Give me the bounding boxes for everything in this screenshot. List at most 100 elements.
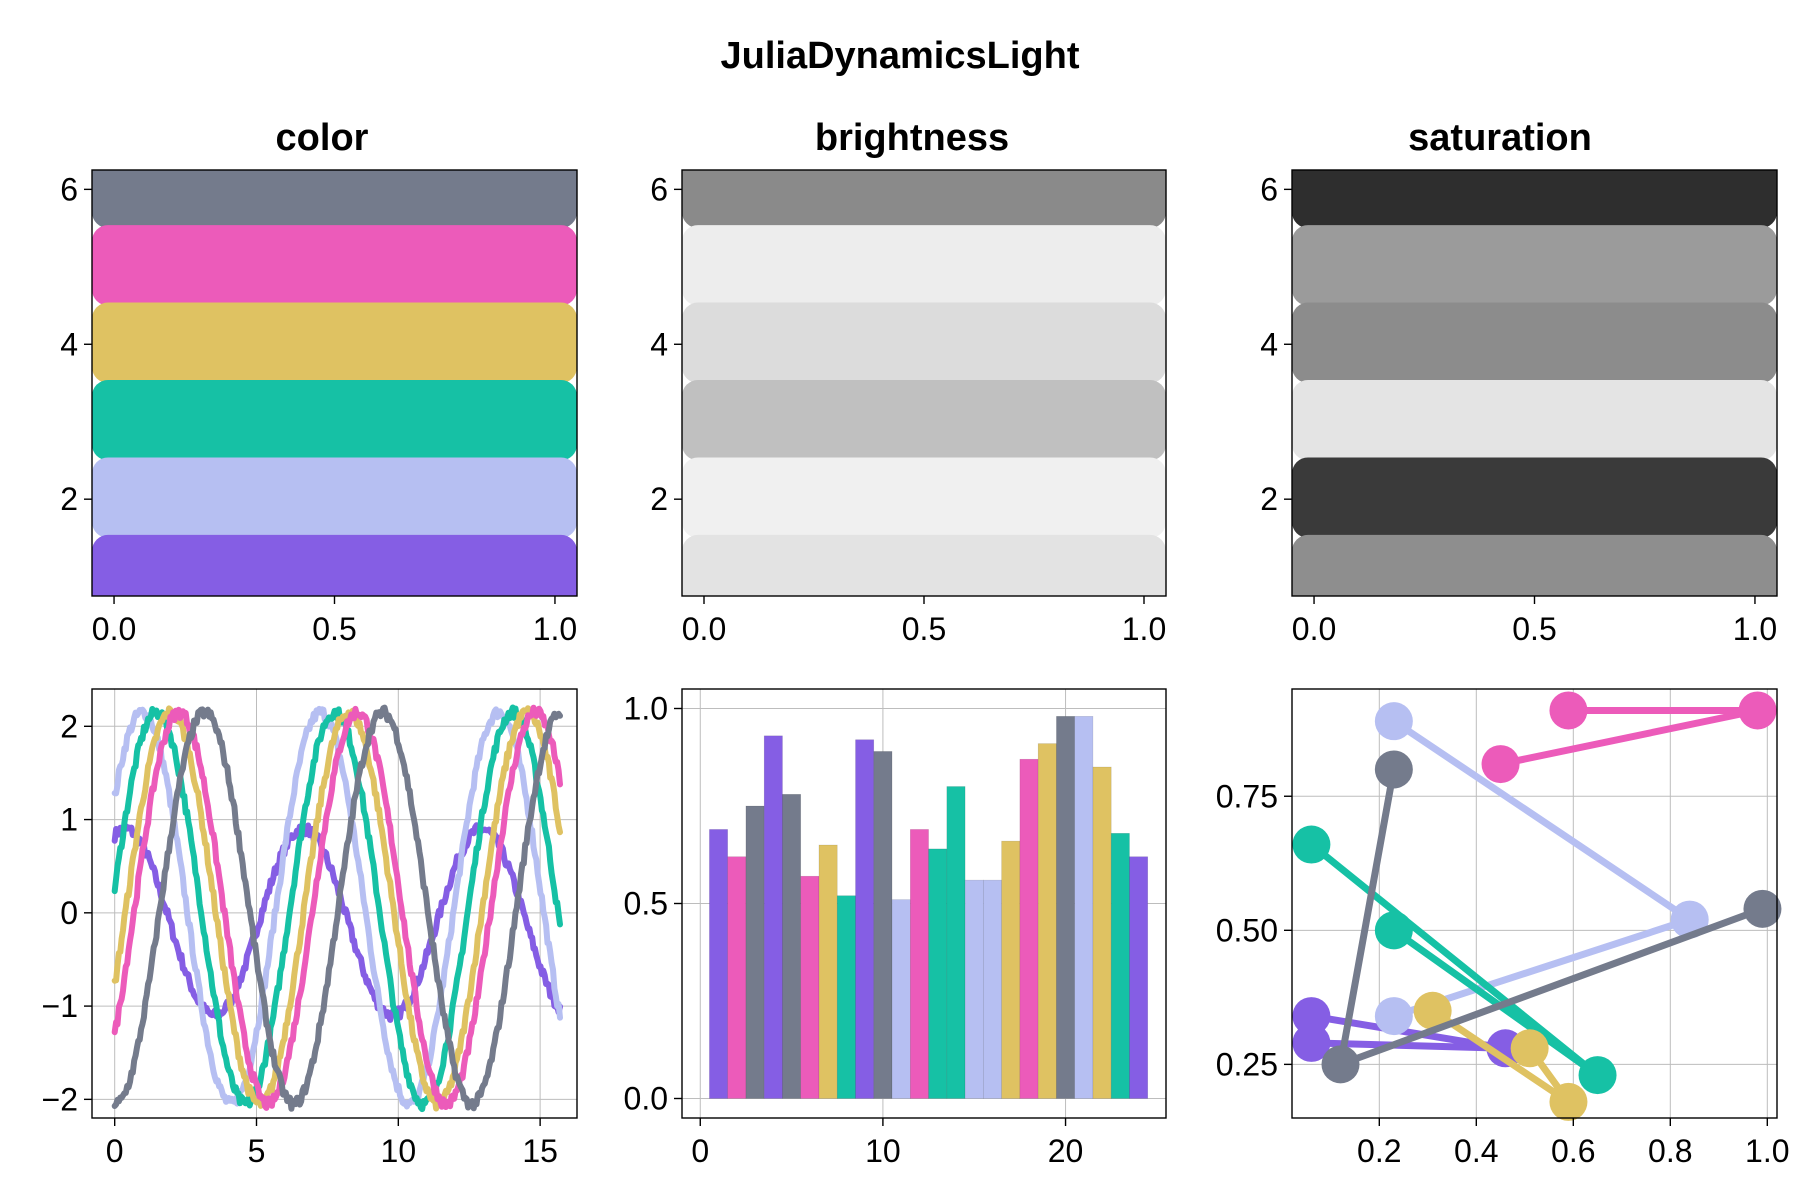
brightness-band-5 bbox=[682, 225, 1166, 306]
lines-ytick-label-3: 1 bbox=[60, 802, 78, 838]
lines-ytick-label-0: −2 bbox=[42, 1081, 78, 1117]
lines-axes: 0 5 10 15 −2 −1 0 1 2 bbox=[42, 688, 578, 1169]
saturation-axes: 0.0 0.5 1.0 2 4 6 bbox=[1260, 169, 1778, 647]
panel-title-saturation: saturation bbox=[1408, 117, 1592, 159]
saturation-xtick-label-1: 0.5 bbox=[1512, 611, 1556, 647]
scatter-xtick-label-0: 0.2 bbox=[1357, 1133, 1401, 1169]
scatter-point-6-3 bbox=[1743, 889, 1782, 928]
bar-17 bbox=[1001, 840, 1021, 1099]
bars-ytick-label-0: 0.0 bbox=[624, 1081, 668, 1117]
color-axes: 0.0 0.5 1.0 2 4 6 bbox=[60, 169, 578, 647]
panel-brightness: brightness 0.0 0.5 1.0 2 4 6 bbox=[650, 117, 1167, 647]
bar-1 bbox=[709, 829, 728, 1099]
bars-xtick-label-0: 0 bbox=[691, 1133, 709, 1169]
bar-6 bbox=[800, 875, 820, 1099]
color-ytick-label-2: 6 bbox=[60, 171, 78, 207]
scatter-xtick-label-2: 0.6 bbox=[1551, 1133, 1595, 1169]
color-ytick-label-1: 4 bbox=[60, 326, 78, 362]
color-band-6-cap bbox=[92, 170, 577, 190]
scatter-point-1-1 bbox=[1292, 997, 1331, 1036]
saturation-bands bbox=[1292, 170, 1777, 596]
bar-5 bbox=[782, 793, 802, 1099]
lines-xtick-label-2: 10 bbox=[381, 1133, 417, 1169]
bars-axes: 0 10 20 0.0 0.5 1.0 bbox=[624, 688, 1167, 1169]
brightness-band-4 bbox=[682, 302, 1166, 383]
line-series-1 bbox=[111, 822, 563, 1023]
saturation-band-3 bbox=[1292, 380, 1777, 461]
panel-title-brightness: brightness bbox=[815, 117, 1009, 159]
color-band-4 bbox=[92, 302, 577, 383]
saturation-xtick-label-2: 1.0 bbox=[1733, 611, 1777, 647]
lines-xtick-label-0: 0 bbox=[106, 1133, 124, 1169]
bars-xtick-label-2: 20 bbox=[1048, 1133, 1084, 1169]
bar-9 bbox=[855, 739, 875, 1099]
lines-frame bbox=[91, 688, 578, 1119]
brightness-xtick-label-0: 0.0 bbox=[682, 611, 726, 647]
panel-bars: 0 10 20 0.0 0.5 1.0 bbox=[624, 688, 1167, 1169]
scatter-point-3-2 bbox=[1578, 1056, 1617, 1095]
bar-13 bbox=[928, 848, 948, 1099]
scatter-xtick-label-4: 1.0 bbox=[1745, 1133, 1789, 1169]
bar-3 bbox=[745, 805, 765, 1099]
brightness-band-2 bbox=[682, 457, 1166, 538]
lines-ytick-label-4: 2 bbox=[60, 708, 78, 744]
bar-8 bbox=[836, 895, 856, 1099]
saturation-band-6-cap bbox=[1292, 170, 1777, 190]
saturation-band-2 bbox=[1292, 457, 1777, 538]
bar-21 bbox=[1074, 715, 1094, 1099]
saturation-ytick-label-2: 6 bbox=[1260, 171, 1278, 207]
color-band-1-base bbox=[92, 576, 577, 596]
color-xtick-label-0: 0.0 bbox=[92, 611, 136, 647]
lines-ytick-label-1: −1 bbox=[42, 988, 78, 1024]
panel-lines: 0 5 10 15 −2 −1 0 1 2 bbox=[42, 688, 578, 1169]
bar-20 bbox=[1056, 715, 1075, 1099]
color-ytick-label-0: 2 bbox=[60, 481, 78, 517]
scatter-point-5-1 bbox=[1481, 745, 1520, 784]
scatter-point-3-1 bbox=[1292, 825, 1331, 864]
bar-19 bbox=[1037, 743, 1057, 1099]
scatter-ytick-label-0: 0.25 bbox=[1216, 1046, 1278, 1082]
scatter-line-2 bbox=[1391, 718, 1694, 1020]
brightness-band-3 bbox=[682, 380, 1166, 461]
saturation-band-1-base bbox=[1292, 576, 1777, 596]
brightness-axes: 0.0 0.5 1.0 2 4 6 bbox=[650, 169, 1167, 647]
scatter-point-5-2 bbox=[1738, 691, 1777, 730]
scatter-point-2-1 bbox=[1374, 702, 1413, 741]
bar-7 bbox=[818, 844, 838, 1099]
scatter-ytick-label-1: 0.50 bbox=[1216, 912, 1278, 948]
brightness-xtick-label-2: 1.0 bbox=[1122, 611, 1166, 647]
bars-ytick-label-2: 1.0 bbox=[624, 691, 668, 727]
line-series-5 bbox=[111, 704, 563, 1111]
panel-color: color 0.0 0.5 1.0 2 4 6 bbox=[60, 117, 578, 647]
bar-23 bbox=[1110, 832, 1130, 1099]
bar-15 bbox=[964, 879, 984, 1099]
scatter-point-4-3 bbox=[1510, 1029, 1549, 1068]
bars-series bbox=[709, 715, 1149, 1099]
bars-ytick-label-1: 0.5 bbox=[624, 886, 668, 922]
color-xtick-label-1: 0.5 bbox=[312, 611, 356, 647]
saturation-ytick-label-0: 2 bbox=[1260, 481, 1278, 517]
scatter-point-4-1 bbox=[1413, 991, 1452, 1030]
lines-series bbox=[111, 704, 563, 1113]
brightness-bands bbox=[682, 170, 1166, 596]
color-band-5 bbox=[92, 225, 577, 306]
scatter-point-6-2 bbox=[1321, 1045, 1360, 1084]
saturation-band-4 bbox=[1292, 302, 1777, 383]
saturation-ytick-label-1: 4 bbox=[1260, 326, 1278, 362]
bar-11 bbox=[891, 899, 911, 1099]
line-series-4 bbox=[111, 705, 563, 1112]
bars-xtick-label-1: 10 bbox=[865, 1133, 901, 1169]
bar-14 bbox=[946, 786, 966, 1099]
saturation-band-5 bbox=[1292, 225, 1777, 306]
brightness-band-1-base bbox=[682, 576, 1166, 596]
scatter-line-5 bbox=[1499, 707, 1762, 768]
scatter-point-3-3 bbox=[1374, 911, 1413, 950]
scatter-point-1-3 bbox=[1292, 1023, 1331, 1062]
brightness-ytick-label-1: 4 bbox=[650, 326, 668, 362]
scatter-xtick-label-3: 0.8 bbox=[1648, 1133, 1692, 1169]
scatter-point-5-3 bbox=[1549, 691, 1588, 730]
bar-16 bbox=[983, 879, 1002, 1099]
lines-xtick-label-1: 5 bbox=[248, 1133, 266, 1169]
bar-2 bbox=[727, 856, 747, 1099]
